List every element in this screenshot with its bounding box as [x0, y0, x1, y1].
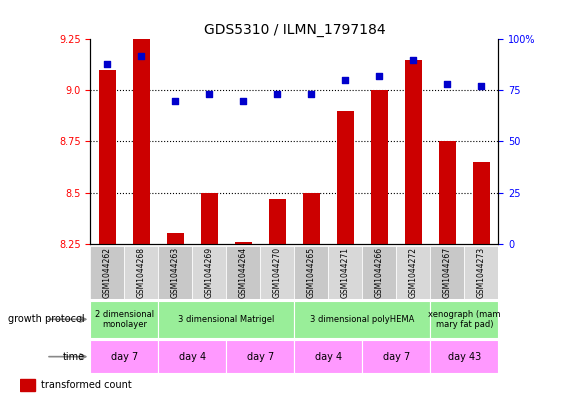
Bar [90, 340, 159, 373]
Text: transformed count: transformed count [41, 380, 132, 390]
Point [136, 53, 146, 59]
Bar [294, 246, 328, 299]
Text: GSM1044269: GSM1044269 [205, 246, 214, 298]
Text: GSM1044265: GSM1044265 [307, 246, 316, 298]
Bar [226, 340, 294, 373]
Text: day 43: day 43 [448, 352, 481, 362]
Bar [405, 60, 422, 244]
Bar [261, 246, 294, 299]
Point [375, 73, 384, 79]
Bar [20, 379, 35, 391]
Bar [159, 340, 226, 373]
Text: day 7: day 7 [247, 352, 274, 362]
Bar [337, 111, 354, 244]
Point [238, 97, 248, 104]
Text: GSM1044268: GSM1044268 [137, 247, 146, 298]
Text: GSM1044262: GSM1044262 [103, 247, 112, 298]
Bar [90, 301, 159, 338]
Point [477, 83, 486, 90]
Point [442, 81, 452, 87]
Text: time: time [62, 352, 85, 362]
Text: GSM1044273: GSM1044273 [477, 246, 486, 298]
Text: GSM1044267: GSM1044267 [443, 246, 452, 298]
Point [205, 91, 214, 97]
Text: GSM1044264: GSM1044264 [239, 246, 248, 298]
Bar [201, 193, 218, 244]
Text: day 4: day 4 [179, 352, 206, 362]
Point [340, 77, 350, 83]
Bar [465, 246, 498, 299]
Bar [363, 340, 430, 373]
Bar [235, 242, 252, 244]
Bar [226, 246, 261, 299]
Text: GSM1044263: GSM1044263 [171, 246, 180, 298]
Text: growth protocol: growth protocol [8, 314, 85, 324]
Bar [159, 301, 294, 338]
Text: 2 dimensional
monolayer: 2 dimensional monolayer [95, 310, 154, 329]
Bar [269, 199, 286, 244]
Text: 3 dimensional Matrigel: 3 dimensional Matrigel [178, 315, 275, 324]
Point [273, 91, 282, 97]
Text: GSM1044270: GSM1044270 [273, 246, 282, 298]
Bar [133, 39, 150, 244]
Bar [294, 301, 430, 338]
Text: day 7: day 7 [111, 352, 138, 362]
Point [409, 57, 418, 63]
Bar [473, 162, 490, 244]
Point [307, 91, 316, 97]
Bar [167, 233, 184, 244]
Bar [159, 246, 192, 299]
Bar [99, 70, 116, 244]
Bar [363, 246, 396, 299]
Bar [396, 246, 430, 299]
Bar [430, 340, 498, 373]
Title: GDS5310 / ILMN_1797184: GDS5310 / ILMN_1797184 [203, 23, 385, 37]
Bar [371, 90, 388, 244]
Bar [192, 246, 226, 299]
Bar [124, 246, 159, 299]
Point [103, 61, 112, 67]
Text: 3 dimensional polyHEMA: 3 dimensional polyHEMA [310, 315, 415, 324]
Bar [430, 301, 498, 338]
Text: GSM1044272: GSM1044272 [409, 247, 418, 298]
Bar [294, 340, 363, 373]
Text: day 4: day 4 [315, 352, 342, 362]
Bar [303, 193, 320, 244]
Point [171, 97, 180, 104]
Bar [90, 246, 124, 299]
Text: GSM1044266: GSM1044266 [375, 246, 384, 298]
Bar [328, 246, 363, 299]
Text: GSM1044271: GSM1044271 [341, 247, 350, 298]
Bar [430, 246, 465, 299]
Bar [439, 141, 456, 244]
Text: xenograph (mam
mary fat pad): xenograph (mam mary fat pad) [428, 310, 501, 329]
Text: day 7: day 7 [383, 352, 410, 362]
